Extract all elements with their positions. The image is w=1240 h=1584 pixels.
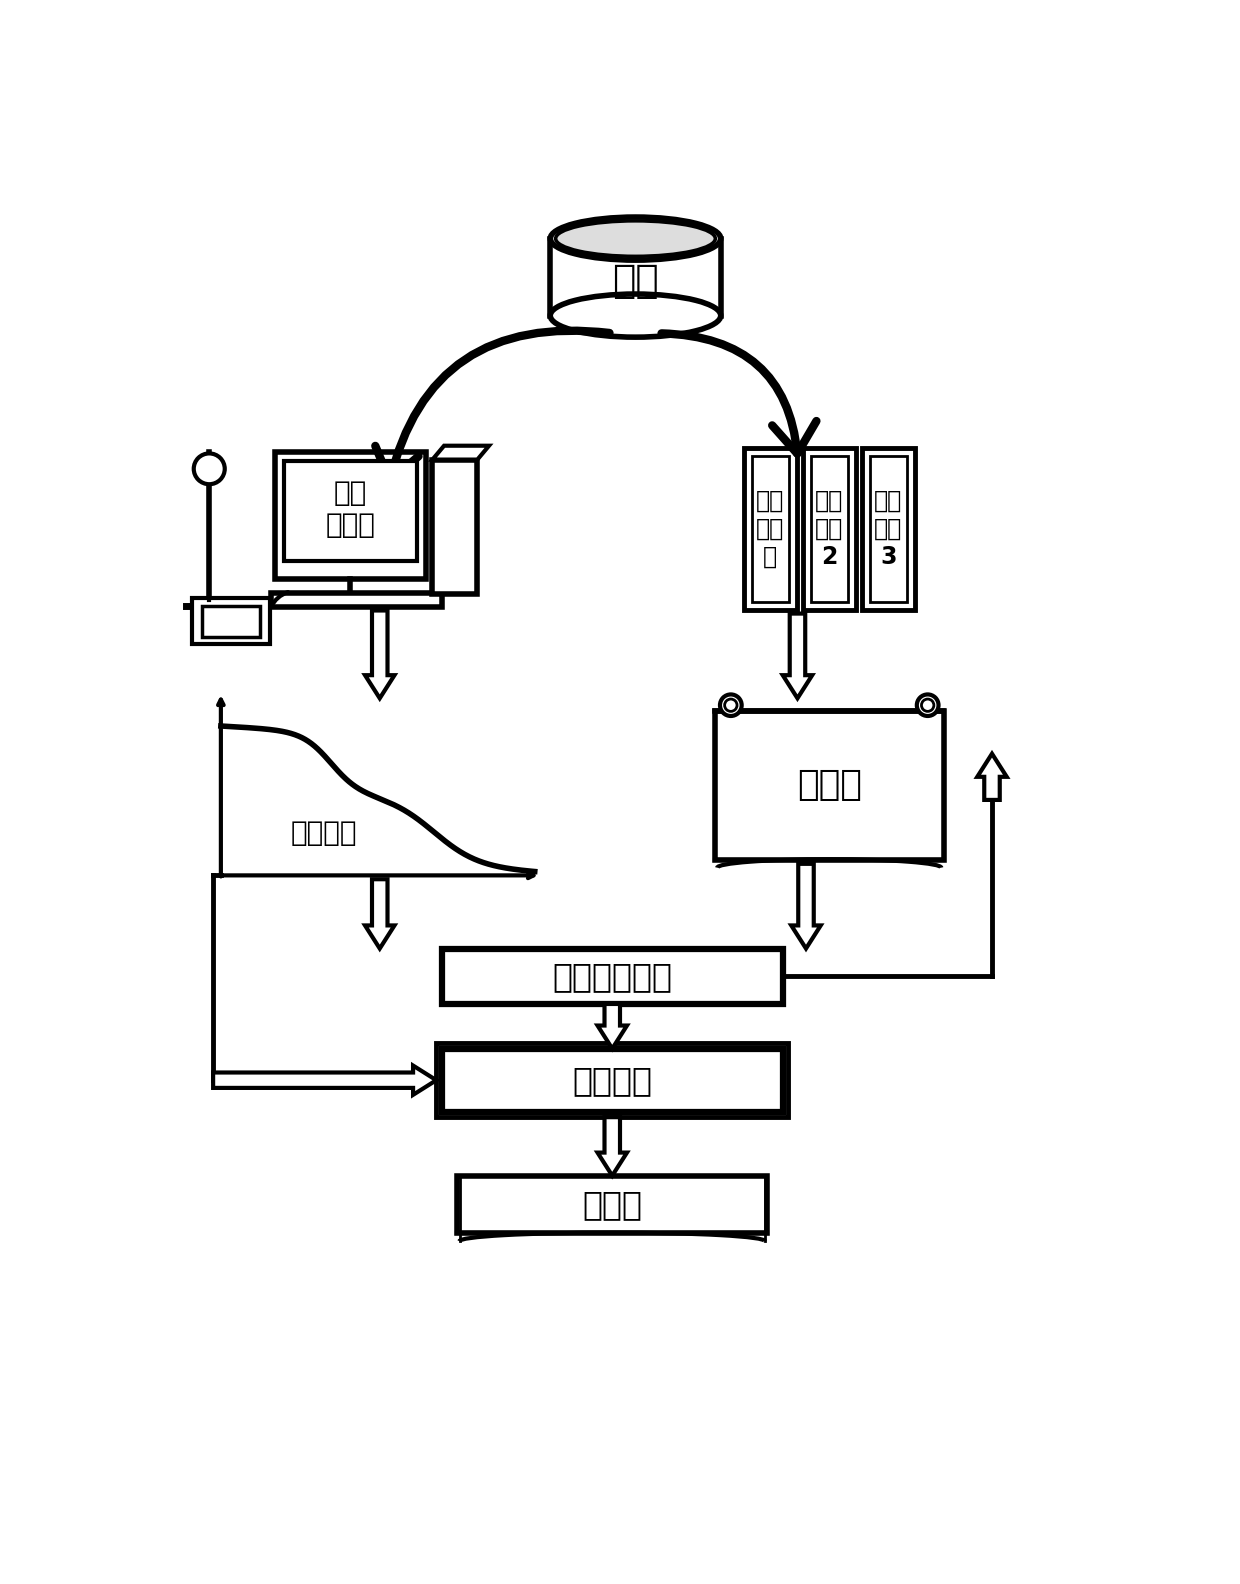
Bar — [441, 949, 782, 1004]
Text: 预测模型: 预测模型 — [572, 1064, 652, 1096]
FancyArrowPatch shape — [661, 333, 816, 453]
Text: 样品: 样品 — [613, 261, 658, 299]
Bar — [433, 459, 477, 594]
Polygon shape — [782, 613, 812, 699]
Bar — [804, 448, 856, 610]
Bar — [275, 451, 427, 578]
Polygon shape — [213, 1066, 436, 1095]
Circle shape — [724, 699, 737, 711]
Text: 热重曲线: 热重曲线 — [290, 819, 357, 847]
Text: 分析
标准
3: 分析 标准 3 — [874, 489, 903, 569]
Bar — [436, 1044, 789, 1117]
Text: 预测值: 预测值 — [583, 1188, 642, 1221]
Circle shape — [921, 699, 934, 711]
Bar — [284, 461, 417, 561]
Polygon shape — [365, 879, 394, 949]
Polygon shape — [977, 754, 1007, 800]
Bar — [811, 456, 848, 602]
Bar — [862, 448, 915, 610]
Bar — [441, 1049, 782, 1112]
Circle shape — [916, 694, 939, 716]
Text: 参考值: 参考值 — [797, 768, 862, 803]
Ellipse shape — [556, 220, 715, 257]
Text: 分析
标准
2: 分析 标准 2 — [815, 489, 843, 569]
Polygon shape — [598, 1117, 627, 1175]
Bar — [751, 456, 789, 602]
Ellipse shape — [551, 295, 720, 337]
Text: 偏最小二乘法: 偏最小二乘法 — [552, 960, 672, 993]
Bar — [272, 592, 441, 607]
Circle shape — [720, 694, 742, 716]
Bar — [715, 711, 944, 860]
Circle shape — [193, 453, 224, 485]
Bar — [458, 1175, 768, 1234]
Bar — [869, 456, 906, 602]
Bar — [192, 599, 270, 645]
Polygon shape — [365, 610, 394, 699]
Ellipse shape — [551, 217, 720, 260]
Text: 分析
标准
一: 分析 标准 一 — [756, 489, 785, 569]
Bar — [201, 605, 260, 637]
FancyArrowPatch shape — [376, 331, 610, 482]
Text: 热重
测试仪: 热重 测试仪 — [325, 478, 376, 539]
Bar — [744, 448, 797, 610]
Polygon shape — [433, 445, 489, 459]
Polygon shape — [598, 1004, 627, 1049]
Polygon shape — [791, 863, 821, 949]
